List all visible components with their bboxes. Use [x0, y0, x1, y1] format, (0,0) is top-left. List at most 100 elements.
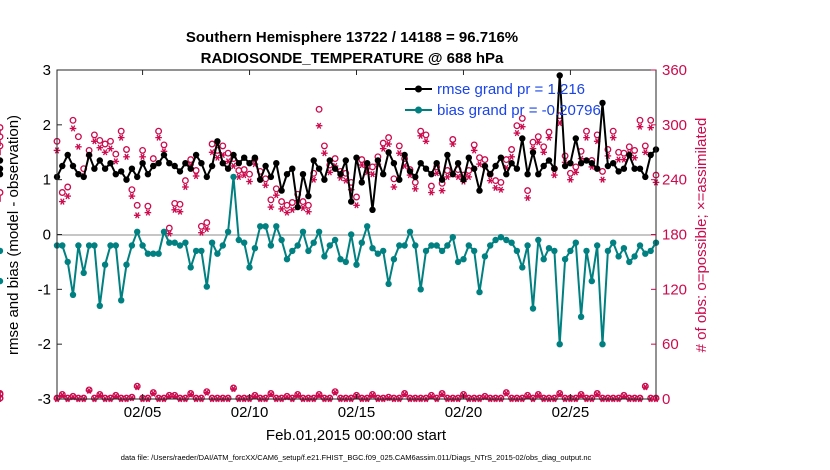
bias-point [529, 305, 537, 312]
x-tick-label: 02/05 [124, 404, 162, 421]
possible-count-low-marker [58, 390, 66, 398]
y-tick-label-right: 240 [662, 172, 687, 189]
possible-count-low-marker [577, 390, 585, 398]
possible-count-marker [534, 133, 542, 141]
bias-point [315, 228, 323, 235]
assimilated-count-low-marker [577, 392, 585, 399]
bias-point [59, 242, 66, 249]
assimilated-count-low-marker [267, 391, 275, 398]
rmse-point [235, 160, 242, 167]
possible-count-low-marker [395, 394, 403, 402]
bias-point [326, 242, 333, 249]
bias-point [107, 242, 114, 249]
assimilated-count-marker [486, 177, 494, 184]
rmse-point [69, 162, 77, 170]
assimilated-count-low-marker [203, 389, 211, 396]
rmse-point [631, 165, 638, 172]
assimilated-count-marker [551, 171, 558, 179]
rmse-point [0, 157, 4, 164]
possible-count-marker [0, 142, 4, 150]
rmse-point [75, 171, 82, 178]
rmse-point [647, 151, 654, 159]
bias-point [631, 253, 638, 260]
y-tick-label-right: 300 [662, 117, 687, 134]
rmse-point [278, 187, 285, 194]
rmse-point [112, 171, 120, 178]
assimilated-count-low-marker [315, 392, 323, 399]
chart-title-line1: Southern Hemisphere 13722 / 14188 = 96.7… [186, 29, 518, 46]
rmse-point [508, 160, 515, 167]
rmse-point [123, 176, 130, 183]
assimilated-count-marker [299, 204, 307, 212]
rmse-point [246, 160, 253, 167]
bias-point [337, 256, 344, 263]
y-tick-label-left: 3 [43, 62, 51, 79]
bias-point [535, 236, 542, 244]
y-tick-label-right: 0 [662, 391, 670, 408]
possible-count-low-marker [518, 394, 526, 402]
rmse-point [64, 151, 71, 159]
rmse-point [171, 162, 178, 170]
data-file-footnote: data file: /Users/raeder/DAI/ATM_forcXX/… [121, 453, 592, 462]
assimilated-count-low-marker [85, 387, 93, 394]
assimilated-count-marker [128, 192, 136, 200]
rmse-point [289, 165, 296, 172]
possible-count-low-marker [427, 391, 435, 399]
rmse-point [294, 203, 301, 211]
possible-count-low-marker [615, 394, 623, 402]
bias-point [246, 264, 253, 271]
possible-count-low-marker [433, 394, 441, 402]
bias-point [476, 288, 483, 296]
bias-point [192, 247, 200, 255]
rmse-point [198, 160, 205, 167]
possible-count-marker [267, 196, 275, 204]
rmse-point [0, 171, 4, 178]
axis-ticks: 02/05 02/10 02/15 02/20 02/25 -3 -2 -1 0 1 2 3 0 60 12… [38, 62, 687, 421]
assimilated-count-low-marker [620, 393, 628, 400]
possible-count-low-marker [556, 390, 564, 397]
bias-point [203, 283, 210, 290]
bias-point [540, 256, 547, 263]
rmse-point [406, 168, 414, 175]
possible-count-marker [395, 142, 403, 150]
rmse-point [337, 171, 344, 178]
rmse-point [433, 160, 440, 167]
rmse-point [283, 171, 291, 178]
rmse-point [118, 168, 125, 175]
rmse-point [192, 151, 200, 159]
y-tick-label-right: 60 [662, 336, 679, 353]
assimilated-count-low-marker [294, 392, 301, 399]
y-tick-label-left: 1 [43, 172, 51, 189]
assimilated-count-marker [524, 194, 531, 202]
assimilated-count-marker [246, 178, 253, 185]
rmse-point [305, 192, 312, 200]
assimilated-count-marker [599, 176, 606, 183]
assimilated-count-marker [107, 145, 114, 152]
rmse-point [583, 157, 590, 164]
y-tick-label-left: 0 [43, 227, 51, 244]
possible-count-low-marker [288, 394, 296, 402]
possible-count-low-marker [326, 394, 334, 402]
possible-count-low-marker [267, 390, 275, 397]
possible-count-marker [112, 150, 120, 158]
rmse-point [80, 173, 87, 181]
possible-count-marker [155, 127, 163, 135]
rmse-point [535, 171, 542, 178]
rmse-point [390, 160, 398, 167]
rmse-point [144, 171, 152, 178]
rmse-point [358, 179, 365, 186]
assimilated-count-marker [417, 132, 424, 140]
bias-point [508, 239, 515, 246]
assimilated-count-marker [513, 129, 521, 137]
rmse-point [101, 165, 109, 172]
rmse-point [348, 198, 355, 205]
possible-count-low-marker [636, 394, 644, 402]
possible-count-marker [74, 133, 82, 141]
possible-count-marker [353, 193, 360, 201]
bias-point [460, 256, 467, 263]
assimilated-count-marker [369, 170, 376, 178]
possible-count-low-marker [251, 391, 259, 399]
possible-count-marker [583, 127, 590, 135]
x-tick-label: 02/15 [338, 404, 376, 421]
possible-count-marker [101, 140, 109, 148]
